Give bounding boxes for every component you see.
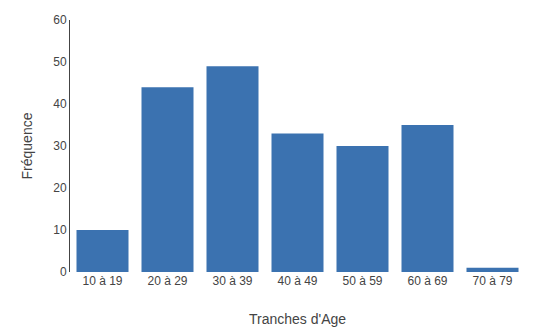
svg-text:30 à 39: 30 à 39 [212, 274, 252, 288]
svg-text:Tranches d'Age: Tranches d'Age [249, 311, 346, 327]
svg-text:40: 40 [53, 97, 67, 111]
svg-text:70 à 79: 70 à 79 [472, 274, 512, 288]
svg-text:10: 10 [53, 223, 67, 237]
svg-text:50: 50 [53, 55, 67, 69]
svg-text:Fréquence: Fréquence [19, 112, 35, 179]
svg-text:10 à 19: 10 à 19 [82, 274, 122, 288]
svg-text:30: 30 [53, 139, 67, 153]
svg-text:50 à 59: 50 à 59 [342, 274, 382, 288]
svg-text:60 à 69: 60 à 69 [407, 274, 447, 288]
svg-text:20: 20 [53, 181, 67, 195]
svg-text:0: 0 [60, 265, 67, 279]
svg-text:20 à 29: 20 à 29 [147, 274, 187, 288]
svg-text:60: 60 [53, 13, 67, 27]
svg-text:40 à 49: 40 à 49 [277, 274, 317, 288]
